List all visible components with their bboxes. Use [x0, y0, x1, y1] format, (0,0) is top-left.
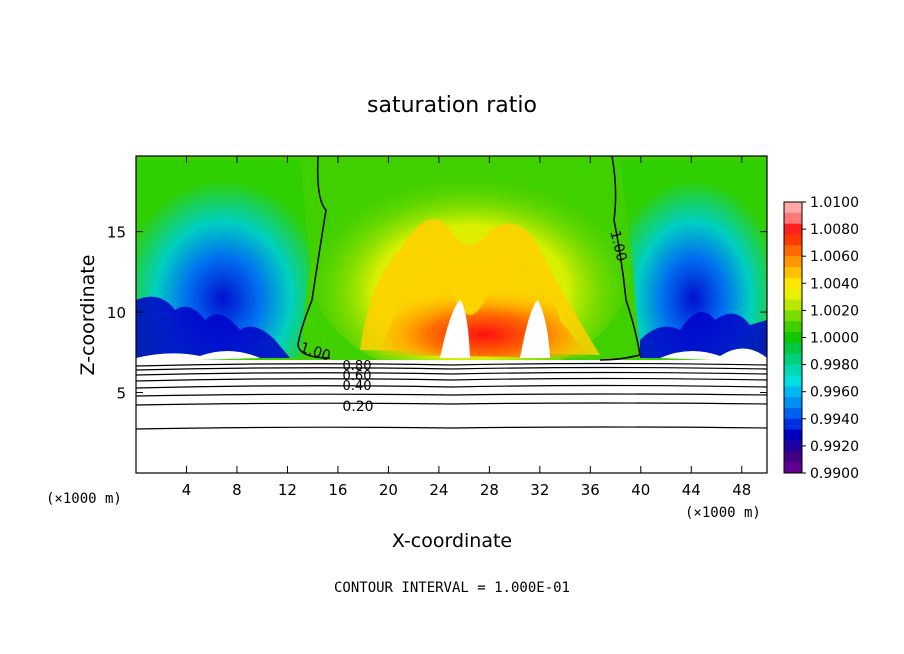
- colorbar-swatch: [784, 245, 802, 257]
- colorbar-label: 0.9900: [810, 466, 859, 482]
- colorbar-label: 1.0060: [810, 249, 859, 265]
- x-tick-label: 8: [232, 481, 242, 499]
- colorbar-swatch: [784, 310, 802, 322]
- colorbar-swatch: [784, 212, 802, 225]
- contour-label-040: 0.40: [343, 379, 372, 394]
- colorbar-label: 1.0080: [810, 222, 859, 238]
- colorbar-swatch: [784, 451, 802, 463]
- x-tick-label: 36: [581, 481, 600, 499]
- colorbar-swatch: [784, 407, 802, 420]
- y-axis: 5 10 15: [107, 224, 767, 403]
- colorbar-swatch: [784, 462, 802, 474]
- contour-interval-note: CONTOUR INTERVAL = 1.000E-01: [334, 580, 570, 596]
- y-axis-label: Z-coordinate: [77, 255, 99, 376]
- x-tick-label: 32: [530, 481, 549, 499]
- colorbar-swatch: [784, 386, 802, 398]
- colorbar-swatch: [784, 440, 802, 452]
- x-tick-label: 24: [429, 481, 448, 499]
- colorbar-swatch: [784, 332, 802, 344]
- colorbar-labels: 1.0100 1.0080 1.0060 1.0040 1.0020 1.0000 0.99…: [802, 195, 859, 482]
- contour-label-080: 0.80: [343, 359, 372, 374]
- x-axis-label: X-coordinate: [392, 530, 512, 552]
- y-tick-label: 15: [107, 224, 126, 242]
- contour-line-1-left: [297, 156, 331, 359]
- x-axis: 4 8 12 16 20 24 28 32 36 40 44 48: [182, 156, 751, 499]
- colorbar-swatch: [784, 418, 802, 431]
- chart-title: saturation ratio: [367, 93, 537, 118]
- colorbar-swatch: [784, 288, 802, 301]
- x-tick-label: 44: [682, 481, 701, 499]
- colorbar-label: 0.9960: [810, 385, 859, 401]
- colorbar-label: 0.9980: [810, 358, 859, 374]
- colorbar-swatch: [784, 353, 802, 366]
- x-tick-label: 20: [379, 481, 398, 499]
- x-unit-right: (×1000 m): [685, 505, 761, 521]
- colorbar-swatch: [784, 429, 802, 441]
- colorbar: [784, 202, 802, 474]
- colorbar-swatch: [784, 256, 802, 268]
- colorbar-swatch: [784, 277, 802, 290]
- colorbar-swatch: [784, 397, 802, 409]
- x-tick-label: 28: [480, 481, 499, 499]
- y-tick-label: 5: [116, 385, 126, 403]
- colorbar-label: 1.0020: [810, 303, 859, 319]
- contour-label-020: 0.20: [342, 399, 373, 415]
- colorbar-label: 1.0100: [810, 195, 859, 211]
- colorbar-label: 1.0040: [810, 276, 859, 292]
- colorbar-swatch: [784, 321, 802, 333]
- contour-label-060: 0.60: [343, 369, 372, 384]
- colorbar-label: 0.9920: [810, 439, 859, 455]
- colorbar-swatch: [784, 234, 802, 246]
- contour-labels: 1.00 1.00 0.80 0.60 0.40 0.20: [298, 229, 629, 415]
- colorbar-swatch: [784, 375, 802, 387]
- colorbar-swatch: [784, 299, 802, 311]
- contour-line-1-right: [599, 156, 641, 361]
- x-tick-label: 4: [182, 481, 192, 499]
- colorbar-swatch: [784, 364, 802, 376]
- plot-frame: [135, 155, 768, 474]
- y-tick-label: 10: [107, 304, 126, 322]
- x-tick-label: 48: [732, 481, 751, 499]
- colorbar-label: 0.9940: [810, 412, 859, 428]
- x-tick-label: 12: [278, 481, 297, 499]
- x-tick-label: 16: [328, 481, 347, 499]
- contour-label-1-right: 1.00: [606, 229, 629, 263]
- x-tick-label: 40: [631, 481, 650, 499]
- colorbar-swatch: [784, 267, 802, 279]
- colorbar-swatch: [784, 342, 802, 355]
- x-unit-left: (×1000 m): [46, 491, 122, 507]
- colorbar-swatch: [784, 223, 802, 236]
- colorbar-swatch: [784, 202, 802, 214]
- saturation-field: [136, 156, 767, 473]
- colorbar-label: 1.0000: [810, 331, 859, 347]
